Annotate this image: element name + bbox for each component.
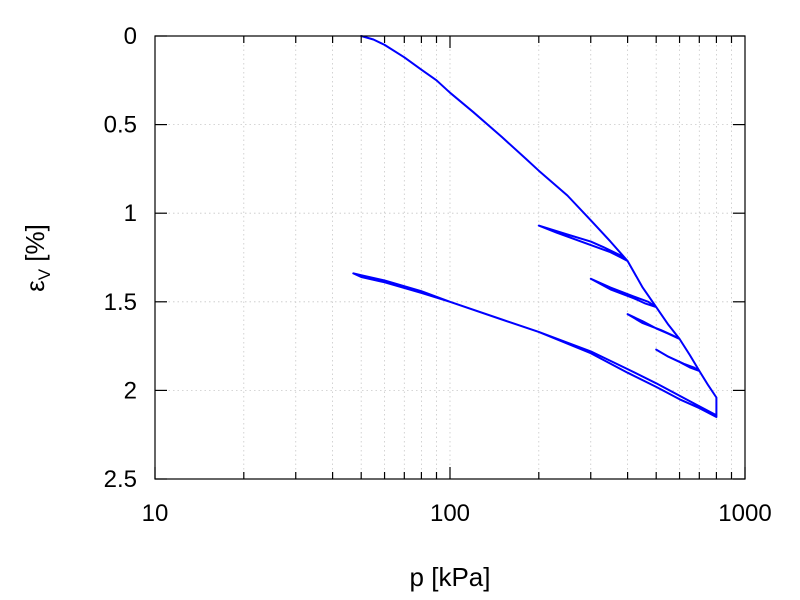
x-tick-label: 10 xyxy=(142,500,169,527)
x-tick-label: 100 xyxy=(430,500,470,527)
plot-area xyxy=(352,35,718,418)
axes-ticks xyxy=(154,35,746,480)
y-axis-label-unit: [%] xyxy=(20,224,50,269)
y-tick-label: 1 xyxy=(124,200,137,227)
y-axis-label: εV [%] xyxy=(20,224,54,292)
y-tick-label: 2.5 xyxy=(104,466,137,493)
y-tick-label: 2 xyxy=(124,377,137,404)
x-tick-label: 1000 xyxy=(718,500,771,527)
tick-labels: 10 100 1000 0 0.5 1 1.5 2 2.5 xyxy=(104,23,772,527)
y-axis-label-subscript: V xyxy=(35,268,54,280)
y-tick-label: 0.5 xyxy=(104,112,137,139)
y-tick-label: 0 xyxy=(124,23,137,50)
x-axis-label: p [kPa] xyxy=(410,562,491,592)
y-axis-label-symbol: ε xyxy=(20,280,50,292)
y-tick-label: 1.5 xyxy=(104,289,137,316)
series-line-1 xyxy=(352,35,718,418)
